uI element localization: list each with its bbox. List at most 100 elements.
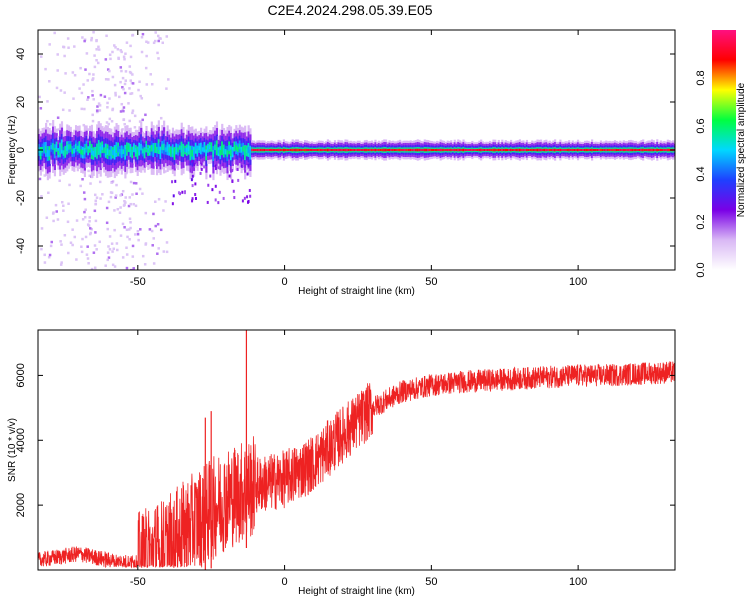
band-cell — [427, 148, 430, 152]
band-cell — [166, 145, 169, 152]
tail-speck — [217, 201, 220, 205]
band-cell — [73, 148, 76, 154]
noise-speck — [123, 123, 126, 126]
band-cell — [154, 145, 157, 151]
band-cell — [444, 148, 448, 152]
noise-speck — [157, 103, 160, 107]
noise-speck — [114, 194, 118, 197]
noise-speck — [92, 30, 95, 34]
band-cell — [140, 143, 143, 151]
band-cell — [501, 148, 504, 152]
band-cell — [423, 148, 426, 152]
band-cell — [610, 148, 613, 152]
noise-speck — [131, 111, 134, 115]
noise-speck — [131, 193, 134, 196]
band-cell — [282, 148, 285, 152]
band-cell — [270, 148, 273, 152]
band-cell — [212, 150, 215, 157]
noise-speck — [94, 231, 97, 234]
noise-speck — [93, 244, 97, 247]
band-cell — [46, 150, 49, 157]
band-cell — [332, 149, 335, 151]
noise-speck — [84, 68, 87, 71]
noise-speck — [93, 54, 96, 57]
noise-speck — [128, 196, 131, 199]
band-cell — [429, 148, 432, 152]
band-cell — [145, 143, 148, 150]
noise-speck — [140, 97, 144, 100]
noise-speck — [123, 57, 126, 61]
noise-speck — [45, 216, 49, 219]
band-cell — [101, 144, 104, 150]
band-cell — [666, 148, 669, 152]
noise-speck — [106, 106, 109, 109]
noise-speck — [128, 65, 132, 68]
band-cell — [374, 148, 377, 152]
band-cell — [633, 148, 636, 152]
band-cell — [221, 145, 224, 152]
band-cell — [450, 148, 453, 152]
band-cell — [191, 149, 194, 157]
band-cell — [510, 148, 513, 152]
band-cell — [490, 148, 493, 152]
noise-speck — [83, 107, 86, 111]
noise-speck — [138, 80, 141, 84]
tail-speck — [246, 195, 249, 199]
noise-speck — [92, 251, 96, 254]
band-cell — [254, 148, 257, 152]
band-cell — [372, 148, 375, 152]
band-cell — [383, 148, 386, 152]
band-cell — [465, 149, 469, 151]
band-cell — [298, 148, 301, 152]
noise-speck — [133, 126, 137, 129]
noise-speck — [44, 67, 47, 71]
band-cell — [353, 148, 356, 152]
band-cell — [589, 148, 592, 152]
noise-speck — [98, 240, 101, 244]
band-cell — [430, 148, 433, 152]
band-cell — [464, 148, 467, 152]
band-cell — [266, 148, 270, 152]
band-cell — [185, 147, 189, 153]
noise-speck — [67, 251, 70, 255]
band-cell — [480, 148, 483, 152]
noise-speck — [83, 210, 86, 214]
colorbar-tick-label: 0.6 — [695, 118, 707, 133]
spectrogram-x-label: Height of straight line (km) — [298, 286, 415, 297]
noise-speck — [136, 230, 140, 233]
band-cell — [499, 149, 502, 151]
tail-speck — [174, 179, 177, 183]
noise-speck — [139, 94, 142, 98]
noise-speck — [115, 242, 119, 245]
band-cell — [289, 148, 293, 152]
noise-speck — [49, 244, 53, 248]
noise-speck — [125, 41, 129, 44]
band-cell — [557, 148, 560, 152]
tail-speck — [217, 166, 220, 170]
band-cell — [66, 144, 69, 151]
band-cell — [97, 144, 101, 151]
spectrogram-y-tick-label: 40 — [15, 48, 27, 60]
noise-speck — [66, 37, 70, 40]
noise-speck — [52, 219, 55, 223]
noise-speck — [122, 118, 125, 122]
noise-speck — [111, 50, 114, 54]
band-cell — [407, 148, 411, 152]
colorbar-tick-label: 0.0 — [695, 262, 707, 277]
noise-speck — [95, 248, 98, 251]
band-cell — [649, 148, 652, 152]
band-cell — [414, 148, 418, 152]
noise-speck — [136, 232, 140, 236]
tail-speck — [194, 182, 197, 186]
noise-speck — [79, 66, 82, 70]
band-cell — [502, 148, 506, 152]
noise-speck — [122, 55, 126, 59]
tail-speck — [236, 167, 239, 171]
noise-speck — [90, 227, 93, 231]
colorbar-tick-label: 0.2 — [695, 214, 707, 229]
band-cell — [252, 148, 256, 152]
noise-speck — [129, 221, 132, 224]
band-cell — [94, 149, 97, 155]
band-cell — [196, 148, 199, 154]
band-cell — [263, 148, 266, 152]
